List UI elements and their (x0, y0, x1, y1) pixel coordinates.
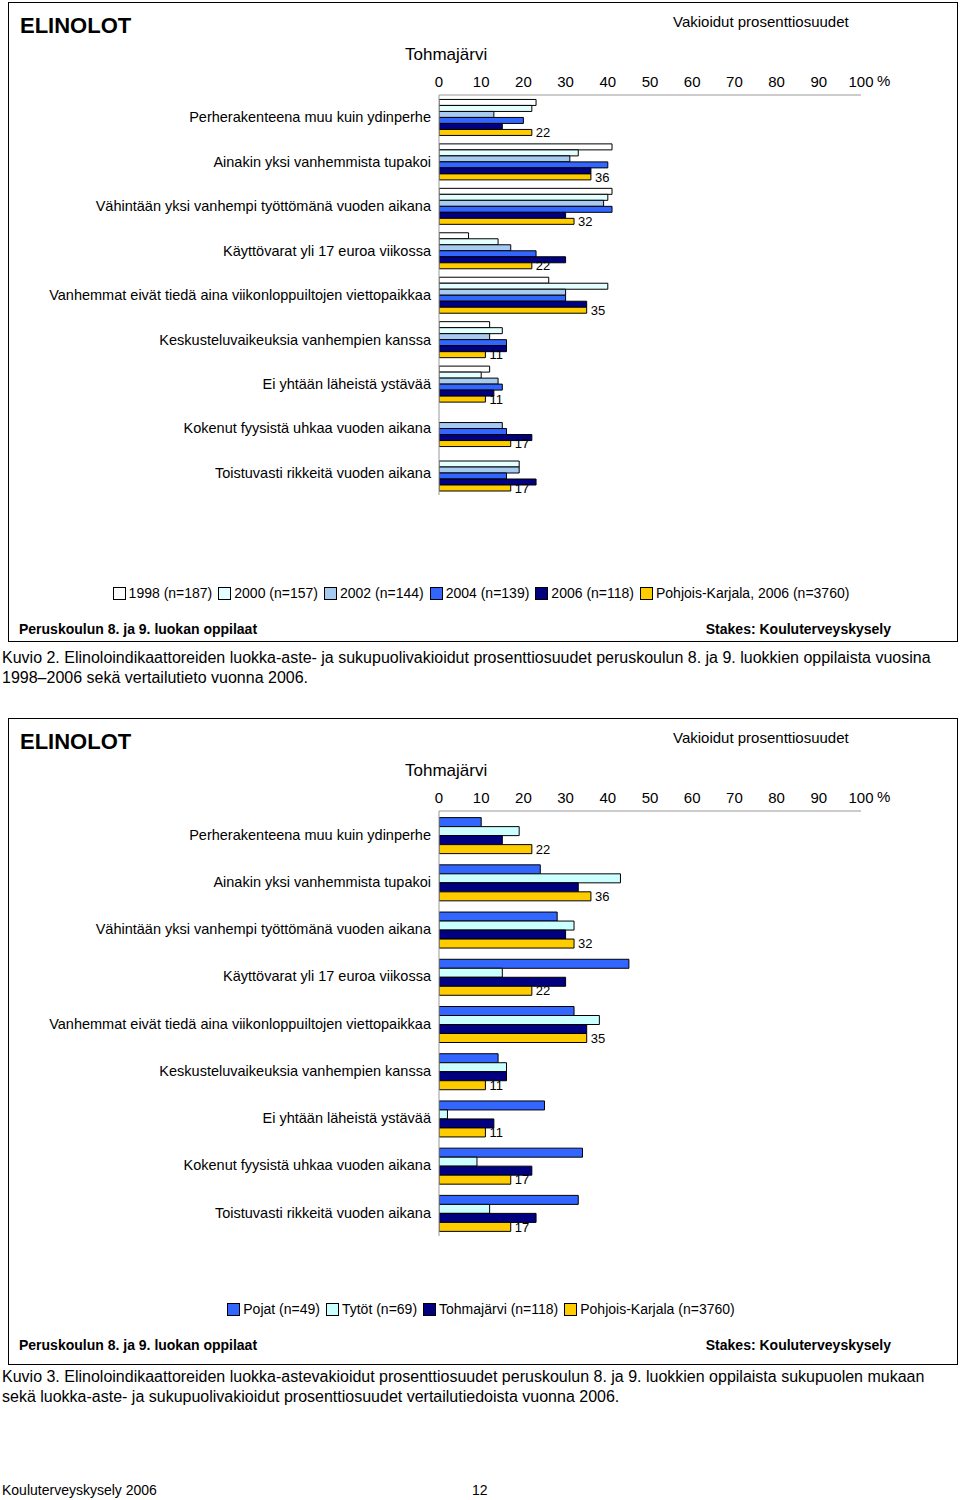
svg-text:17: 17 (515, 1220, 529, 1235)
html-text:Tohmajärvi (n=118): Tohmajärvi (n=118) (439, 1301, 559, 1317)
svg-text:22: 22 (536, 258, 550, 273)
svg-text:100: 100 (848, 73, 873, 90)
svg-text:32: 32 (578, 214, 592, 229)
html-text:Pohjois-Karjala, 2006 (n=3760): Pohjois-Karjala, 2006 (n=3760) (656, 585, 850, 601)
svg-text:60: 60 (684, 73, 701, 90)
svg-text:90: 90 (810, 73, 827, 90)
svg-text:0: 0 (435, 789, 443, 806)
html-text:Kuvio 2. Elinoloindikaattoreid: Kuvio 2. Elinoloindikaattoreiden luokka-… (2, 649, 931, 686)
svg-text:22: 22 (536, 125, 550, 140)
svg-text:30: 30 (557, 789, 574, 806)
svg-text:11: 11 (489, 1125, 503, 1140)
svg-text:20: 20 (515, 73, 532, 90)
svg-text:50: 50 (642, 73, 659, 90)
svg-text:Kokenut fyysistä uhkaa vuoden: Kokenut fyysistä uhkaa vuoden aikana (184, 1157, 432, 1173)
svg-text:36: 36 (595, 889, 609, 904)
svg-text:Kokenut fyysistä uhkaa vuoden: Kokenut fyysistä uhkaa vuoden aikana (184, 420, 432, 436)
svg-text:Ainakin yksi vanhemmista tupak: Ainakin yksi vanhemmista tupakoi (213, 154, 431, 170)
svg-text:50: 50 (642, 789, 659, 806)
svg-text:11: 11 (489, 392, 503, 407)
svg-text:30: 30 (557, 73, 574, 90)
svg-text:70: 70 (726, 789, 743, 806)
html-text:Kuvio 3. Elinoloindikaattoreid: Kuvio 3. Elinoloindikaattoreiden luokka-… (2, 1368, 925, 1405)
svg-text:40: 40 (599, 73, 616, 90)
svg-text:22: 22 (536, 842, 550, 857)
svg-text:Vanhemmat eivät tiedä aina vii: Vanhemmat eivät tiedä aina viikonloppuil… (49, 1016, 432, 1032)
svg-text:17: 17 (515, 1172, 529, 1187)
svg-text:60: 60 (684, 789, 701, 806)
svg-text:70: 70 (726, 73, 743, 90)
html-text:1998 (n=187): 1998 (n=187) (128, 585, 213, 601)
svg-text:Ainakin yksi vanhemmista tupak: Ainakin yksi vanhemmista tupakoi (213, 874, 431, 890)
svg-text:32: 32 (578, 936, 592, 951)
svg-text:Vanhemmat eivät tiedä aina vii: Vanhemmat eivät tiedä aina viikonloppuil… (49, 287, 432, 303)
svg-text:11: 11 (489, 347, 503, 362)
svg-text:0: 0 (435, 73, 443, 90)
svg-text:11: 11 (489, 1078, 503, 1093)
html-text:Stakes: Kouluterveyskysely: Stakes: Kouluterveyskysely (705, 621, 891, 637)
svg-text:Keskusteluvaikeuksia vanhempie: Keskusteluvaikeuksia vanhempien kanssa (159, 332, 432, 348)
html-text:ELINOLOT: ELINOLOT (20, 13, 132, 38)
svg-text:36: 36 (595, 170, 609, 185)
svg-text:90: 90 (810, 789, 827, 806)
html-text:Pohjois-Karjala (n=3760): Pohjois-Karjala (n=3760) (580, 1301, 735, 1317)
svg-text:17: 17 (515, 436, 529, 451)
html-text:2002 (n=144): 2002 (n=144) (340, 585, 424, 601)
html-text:12: 12 (472, 1482, 488, 1498)
svg-text:35: 35 (591, 1031, 605, 1046)
html-text:2000 (n=157): 2000 (n=157) (234, 585, 318, 601)
svg-text:10: 10 (473, 789, 490, 806)
svg-text:100: 100 (848, 789, 873, 806)
svg-text:35: 35 (591, 303, 605, 318)
svg-text:17: 17 (515, 481, 529, 495)
svg-text:80: 80 (768, 789, 785, 806)
html-text:Stakes: Kouluterveyskysely: Stakes: Kouluterveyskysely (705, 1337, 891, 1353)
svg-text:Ei yhtään läheistä ystävää: Ei yhtään läheistä ystävää (263, 376, 432, 392)
html-text:Vakioidut prosenttiosuudet: Vakioidut prosenttiosuudet (673, 729, 849, 746)
svg-text:Keskusteluvaikeuksia vanhempie: Keskusteluvaikeuksia vanhempien kanssa (159, 1063, 432, 1079)
html-text:Tytöt (n=69): Tytöt (n=69) (342, 1301, 417, 1317)
html-text:Peruskoulun 8. ja 9. luokan op: Peruskoulun 8. ja 9. luokan oppilaat (19, 1337, 258, 1353)
html-text:Pojat (n=49): Pojat (n=49) (243, 1301, 320, 1317)
svg-text:Käyttövarat yli 17 euroa viiko: Käyttövarat yli 17 euroa viikossa (223, 968, 432, 984)
svg-text:Perherakenteena muu kuin ydinp: Perherakenteena muu kuin ydinperhe (189, 827, 431, 843)
html-text:2006 (n=118): 2006 (n=118) (551, 585, 634, 601)
svg-text:Vähintään yksi vanhempi työttö: Vähintään yksi vanhempi työttömänä vuode… (96, 921, 432, 937)
html-text:Tohmajärvi: Tohmajärvi (405, 45, 488, 64)
svg-text:Perherakenteena muu kuin ydinp: Perherakenteena muu kuin ydinperhe (189, 109, 431, 125)
svg-text:20: 20 (515, 789, 532, 806)
svg-text:Ei yhtään läheistä ystävää: Ei yhtään läheistä ystävää (263, 1110, 432, 1126)
html-text:Peruskoulun 8. ja 9. luokan op: Peruskoulun 8. ja 9. luokan oppilaat (19, 621, 258, 637)
html-text:2004 (n=139): 2004 (n=139) (445, 585, 530, 601)
html-text:Kouluterveyskysely 2006: Kouluterveyskysely 2006 (2, 1482, 157, 1498)
svg-text:Toistuvasti rikkeitä vuoden ai: Toistuvasti rikkeitä vuoden aikana (215, 1205, 432, 1221)
svg-text:22: 22 (536, 983, 550, 998)
svg-text:10: 10 (473, 73, 490, 90)
html-text:ELINOLOT: ELINOLOT (20, 729, 132, 754)
html-text:Tohmajärvi: Tohmajärvi (405, 761, 488, 780)
svg-text:Toistuvasti rikkeitä vuoden ai: Toistuvasti rikkeitä vuoden aikana (215, 465, 432, 481)
svg-text:40: 40 (599, 789, 616, 806)
svg-text:80: 80 (768, 73, 785, 90)
html-text:Vakioidut prosenttiosuudet: Vakioidut prosenttiosuudet (673, 13, 849, 30)
svg-text:Vähintään yksi vanhempi työttö: Vähintään yksi vanhempi työttömänä vuode… (96, 198, 432, 214)
svg-text:Käyttövarat yli 17 euroa viiko: Käyttövarat yli 17 euroa viikossa (223, 243, 432, 259)
